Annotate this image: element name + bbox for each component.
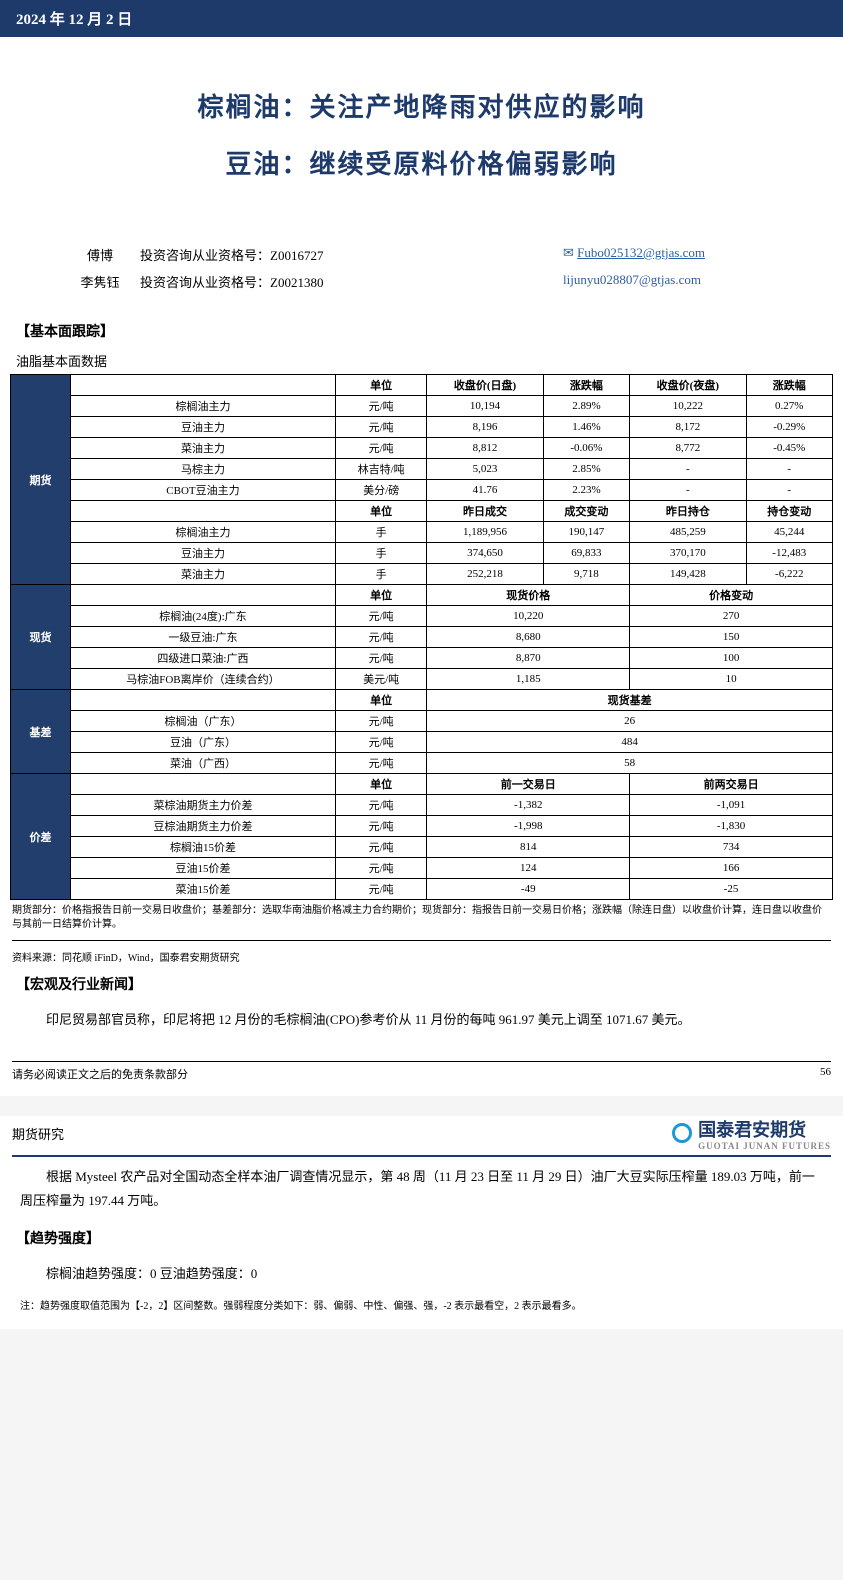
table-row: 豆油15价差元/吨124166: [11, 858, 833, 879]
page2-header: 期货研究 国泰君安期货 GUOTAI JUNAN FUTURES: [12, 1116, 831, 1157]
col-nightchg: 涨跌幅: [746, 375, 833, 396]
cat-spread: 价差: [11, 774, 71, 900]
table-row: 豆油主力手374,65069,833370,170-12,483: [11, 543, 833, 564]
table-row: 菜油（广西）元/吨58: [11, 753, 833, 774]
author-name: 李隽钰: [60, 272, 140, 291]
table-row: 四级进口菜油:广西元/吨8,870100: [11, 648, 833, 669]
page-number: 56: [820, 1066, 831, 1082]
author-qual: 投资咨询从业资格号：Z0021380: [140, 272, 563, 291]
author-name: 傅博: [60, 245, 140, 264]
header-left: 期货研究: [12, 1124, 64, 1143]
col-nightclose: 收盘价(夜盘): [630, 375, 746, 396]
table-row: 菜油主力手252,2189,718149,428-6,222: [11, 564, 833, 585]
data-table-wrap: 期货 单位 收盘价(日盘) 涨跌幅 收盘价(夜盘) 涨跌幅 棕榈油主力元/吨10…: [0, 374, 843, 900]
author-block: 傅博 投资咨询从业资格号：Z0016727 ✉ Fubo025132@gtjas…: [60, 241, 783, 295]
title-2: 豆油：继续受原料价格偏弱影响: [20, 144, 823, 181]
table-row: 菜油主力元/吨8,812-0.06%8,772-0.45%: [11, 438, 833, 459]
logo-icon: [672, 1123, 692, 1143]
brand-sub: GUOTAI JUNAN FUTURES: [698, 1142, 831, 1151]
author-row: 李隽钰 投资咨询从业资格号：Z0021380 lijunyu028807@gtj…: [60, 268, 783, 295]
table-row: 菜棕油期货主力价差元/吨-1,382-1,091: [11, 795, 833, 816]
table-row: 棕榈油主力元/吨10,1942.89%10,2220.27%: [11, 396, 833, 417]
data-table: 期货 单位 收盘价(日盘) 涨跌幅 收盘价(夜盘) 涨跌幅 棕榈油主力元/吨10…: [10, 374, 833, 900]
table-row: 棕榈油(24度):广东元/吨10,220270: [11, 606, 833, 627]
cat-spot: 现货: [11, 585, 71, 690]
table-row: 棕榈油15价差元/吨814734: [11, 837, 833, 858]
author-row: 傅博 投资咨询从业资格号：Z0016727 ✉ Fubo025132@gtjas…: [60, 241, 783, 268]
author-qual: 投资咨询从业资格号：Z0016727: [140, 245, 563, 264]
title-area: 棕榈油：关注产地降雨对供应的影响 豆油：继续受原料价格偏弱影响: [0, 37, 843, 221]
page-1: 2024 年 12 月 2 日 棕榈油：关注产地降雨对供应的影响 豆油：继续受原…: [0, 0, 843, 1096]
trend-body: 棕榈油趋势强度：0 豆油趋势强度：0: [0, 1254, 843, 1295]
author-email: lijunyu028807@gtjas.com: [563, 272, 783, 291]
page-2: 期货研究 国泰君安期货 GUOTAI JUNAN FUTURES 根据 Myst…: [0, 1116, 843, 1329]
email-link[interactable]: Fubo025132@gtjas.com: [577, 245, 705, 260]
col-dayclose: 收盘价(日盘): [427, 375, 543, 396]
date-bar: 2024 年 12 月 2 日: [0, 0, 843, 37]
table-row: 一级豆油:广东元/吨8,680150: [11, 627, 833, 648]
section-trend: 【趋势强度】: [0, 1222, 843, 1254]
table-row: 豆油主力元/吨8,1961.46%8,172-0.29%: [11, 417, 833, 438]
col-unit: 单位: [335, 375, 426, 396]
table-row: 马棕主力林吉特/吨5,0232.85%--: [11, 459, 833, 480]
title-1: 棕榈油：关注产地降雨对供应的影响: [20, 87, 823, 124]
page-footer: 请务必阅读正文之后的免责条款部分 56: [12, 1061, 831, 1086]
col-daychg: 涨跌幅: [543, 375, 629, 396]
table-row: 棕榈油（广东）元/吨26: [11, 711, 833, 732]
table-row: 豆棕油期货主力价差元/吨-1,998-1,830: [11, 816, 833, 837]
brand-name: 国泰君安期货: [698, 1120, 806, 1140]
table-title: 油脂基本面数据: [0, 347, 843, 374]
table-row: CBOT豆油主力美分/磅41.762.23%--: [11, 480, 833, 501]
page2-body: 根据 Mysteel 农产品对全国动态全样本油厂调查情况显示，第 48 周（11…: [0, 1157, 843, 1222]
cat-futures: 期货: [11, 375, 71, 585]
table-source: 资料来源：同花顺 iFinD，Wind，国泰君安期货研究: [0, 945, 843, 968]
section-fundamental: 【基本面跟踪】: [0, 315, 843, 347]
author-email: ✉ Fubo025132@gtjas.com: [563, 245, 783, 264]
trend-note: 注：趋势强度取值范围为【-2，2】区间整数。强弱程度分类如下：弱、偏弱、中性、偏…: [0, 1295, 843, 1319]
section-news: 【宏观及行业新闻】: [0, 968, 843, 1000]
table-footnote: 期货部分：价格指报告日前一交易日收盘价；基差部分：选取华南油脂价格减主力合约期价…: [0, 900, 843, 936]
header-brand: 国泰君安期货 GUOTAI JUNAN FUTURES: [672, 1116, 831, 1151]
news-body: 印尼贸易部官员称，印尼将把 12 月份的毛棕榈油(CPO)参考价从 11 月份的…: [0, 1000, 843, 1041]
table-row: 马棕油FOB离岸价（连续合约）美元/吨1,18510: [11, 669, 833, 690]
table-row: 菜油15价差元/吨-49-25: [11, 879, 833, 900]
table-row: 豆油（广东）元/吨484: [11, 732, 833, 753]
col-blank: [71, 375, 336, 396]
disclaimer-text: 请务必阅读正文之后的免责条款部分: [12, 1066, 188, 1082]
cat-basis: 基差: [11, 690, 71, 774]
table-row: 棕榈油主力手1,189,956190,147485,25945,244: [11, 522, 833, 543]
